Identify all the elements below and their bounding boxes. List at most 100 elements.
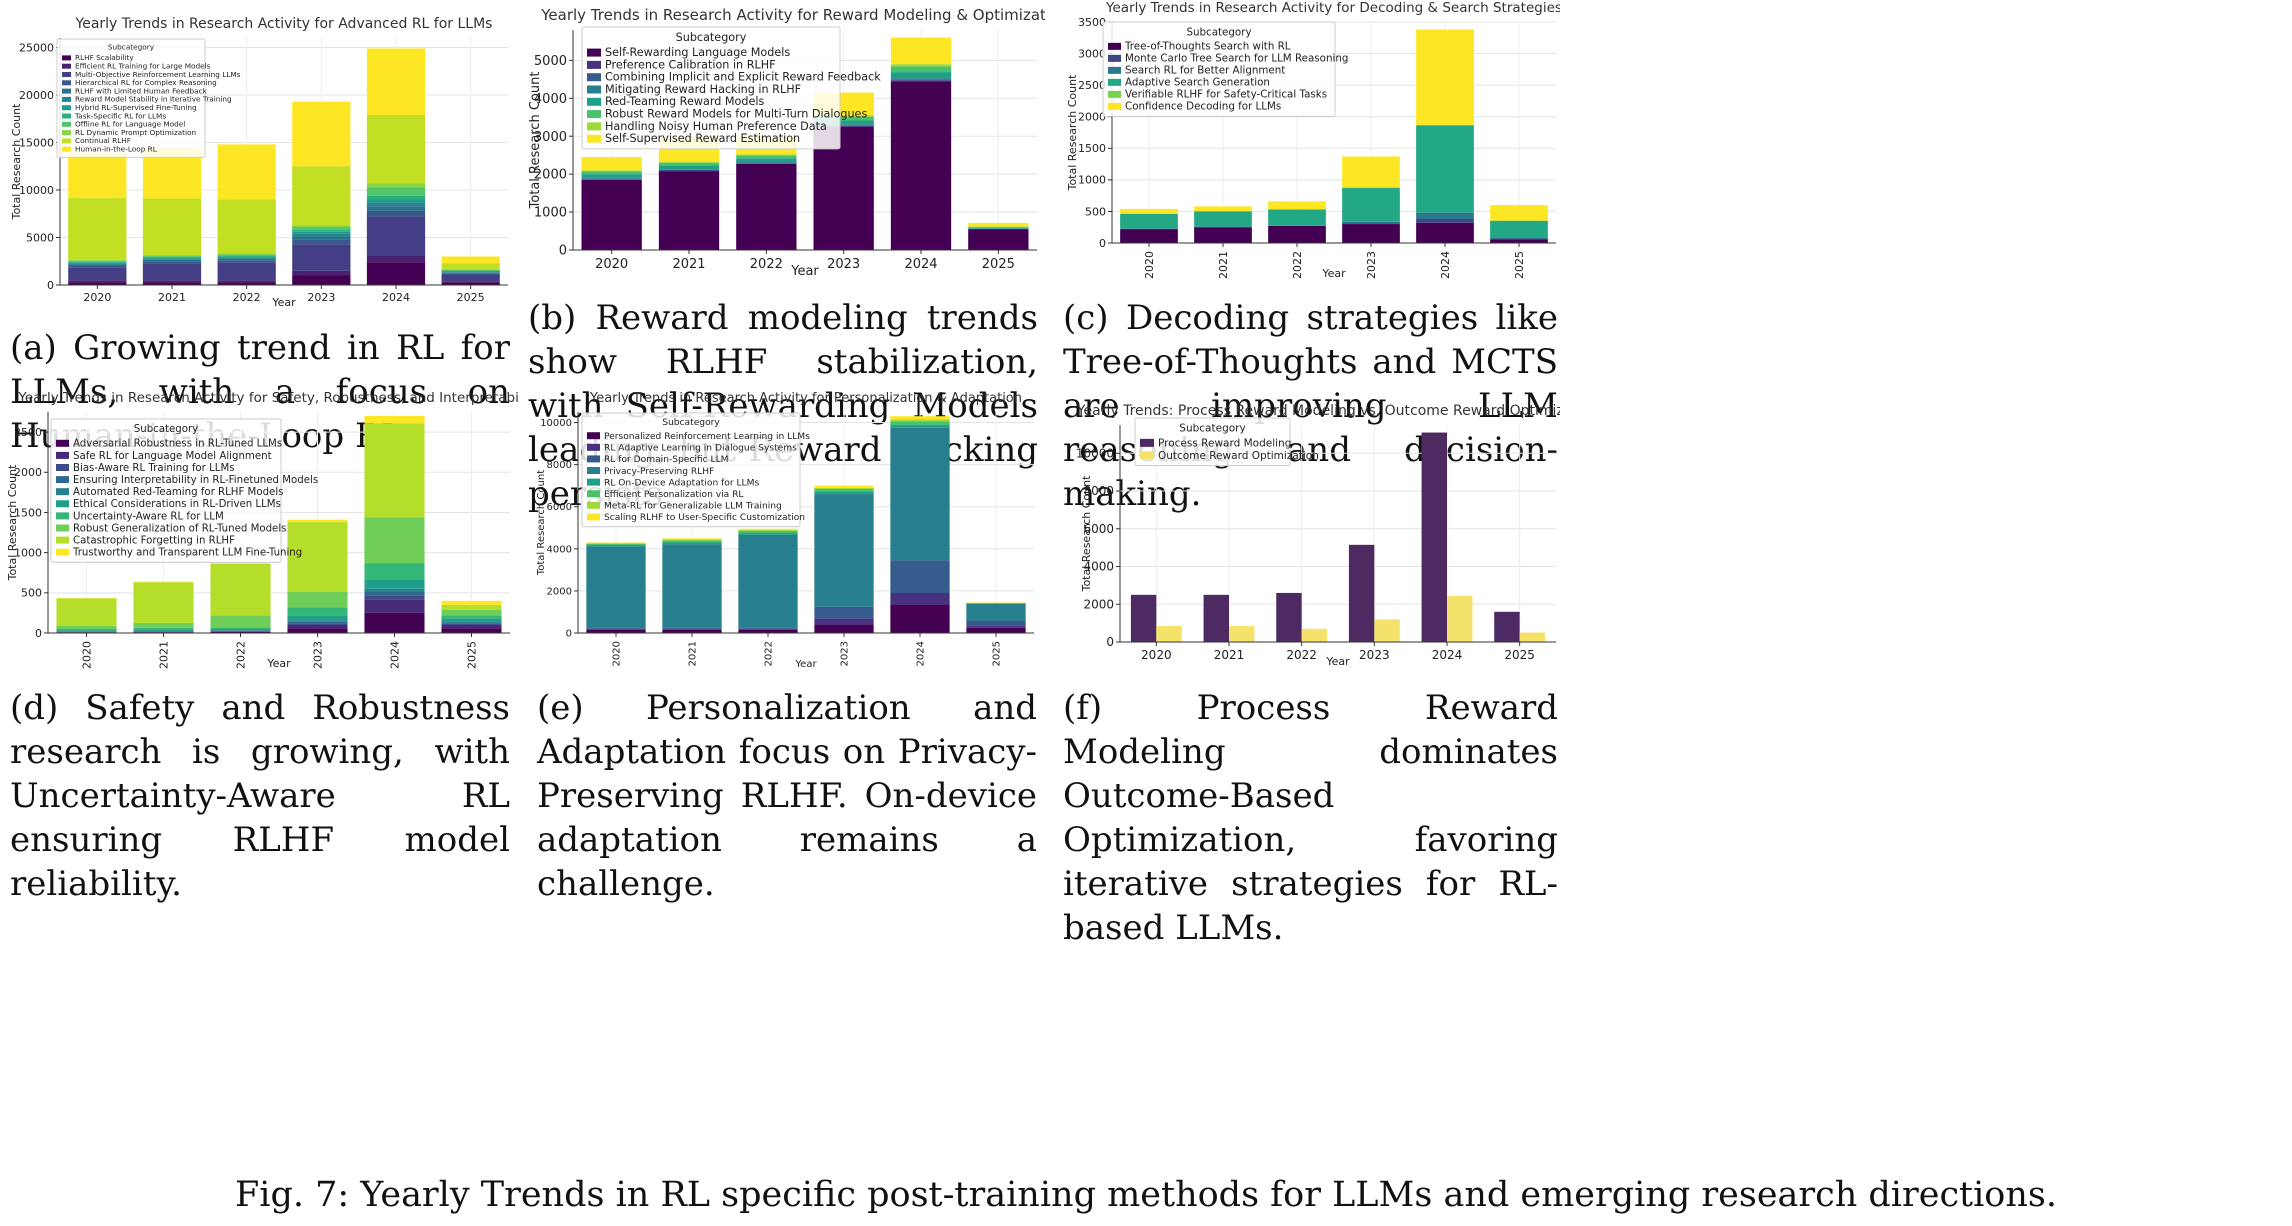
legend-swatch <box>587 443 600 451</box>
bar-segment <box>366 202 426 207</box>
bar <box>1374 619 1400 642</box>
chart-d-svg: Yearly Trends in Research Activity for S… <box>6 390 520 670</box>
bar-segment <box>662 538 722 540</box>
bar-segment <box>441 621 502 623</box>
bar-segment <box>736 163 797 164</box>
x-tick-label: 2022 <box>1291 251 1304 279</box>
bar-segment <box>217 280 276 283</box>
bar-segment <box>142 255 202 257</box>
bar-segment <box>68 266 127 268</box>
x-tick-label: 2020 <box>1143 251 1156 279</box>
legend-label: Robust Reward Models for Multi-Turn Dial… <box>605 108 867 121</box>
y-tick-label: 500 <box>1085 205 1106 218</box>
bar-segment <box>814 485 874 488</box>
bar-segment <box>813 124 874 126</box>
y-tick-label: 5000 <box>26 231 54 244</box>
bar-segment <box>658 169 720 170</box>
caption-d: (d) Safety and Robustness research is gr… <box>10 688 510 904</box>
bar-segment <box>364 563 425 580</box>
legend-label: Combining Implicit and Explicit Reward F… <box>605 71 881 84</box>
bar-segment <box>1342 188 1400 222</box>
bar-segment <box>1490 237 1548 239</box>
y-tick-label: 15000 <box>19 136 54 149</box>
bar-segment <box>813 125 874 127</box>
legend-swatch <box>62 130 71 136</box>
bar-segment <box>142 198 202 256</box>
y-tick-label: 3000 <box>534 130 567 145</box>
bar-segment <box>441 622 502 624</box>
bar-segment <box>441 268 500 270</box>
bar-segment <box>1490 238 1548 240</box>
bar-segment <box>287 623 348 625</box>
chart-b-svg: Yearly Trends in Research Activity for R… <box>528 6 1045 279</box>
legend-label: RL On-Device Adaptation for LLMs <box>604 478 759 488</box>
y-axis-label: Total Research Count <box>1066 74 1079 191</box>
legend-label: Confidence Decoding for LLMs <box>1125 101 1281 113</box>
y-tick-label: 4000 <box>547 544 572 555</box>
y-tick-label: 1500 <box>1078 142 1106 155</box>
bar-segment <box>736 154 797 156</box>
bar-segment <box>586 627 646 629</box>
x-tick-label: 2023 <box>1365 251 1378 279</box>
bar-segment <box>364 612 425 633</box>
bar-segment <box>210 627 271 629</box>
legend-label: Safe RL for Language Model Alignment <box>73 451 272 462</box>
bar-segment <box>217 199 276 254</box>
chart-panel-c: Yearly Trends in Research Activity for D… <box>1060 0 1560 290</box>
bar-segment <box>1194 206 1252 212</box>
bar-segment <box>1268 201 1326 210</box>
x-tick-label: 2021 <box>672 257 705 272</box>
legend-swatch <box>62 88 71 94</box>
legend-title: Subcategory <box>662 418 720 428</box>
legend-swatch <box>56 512 69 520</box>
bar-segment <box>1342 223 1400 225</box>
legend-swatch <box>62 96 71 102</box>
legend-label: Adaptive Search Generation <box>1125 77 1270 89</box>
x-tick-label: 2025 <box>457 291 485 304</box>
bar-segment <box>287 620 348 622</box>
bar-segment <box>1416 125 1474 213</box>
y-tick-label: 6000 <box>1083 522 1114 536</box>
legend-label: Adversarial Robustness in RL-Tuned LLMs <box>73 439 282 450</box>
bar-segment <box>366 216 426 256</box>
bar <box>1229 625 1255 642</box>
legend-swatch <box>56 476 69 484</box>
y-tick-label: 8000 <box>1083 484 1114 498</box>
bar-segment <box>287 628 348 633</box>
chart-title: Yearly Trends in Research Activity for A… <box>75 16 493 32</box>
bar-segment <box>586 543 646 546</box>
bar-segment <box>217 144 276 200</box>
bar-segment <box>581 171 642 175</box>
bar-segment <box>441 609 502 616</box>
legend-label: RL Adaptive Learning in Dialogue Systems <box>604 444 797 454</box>
legend-swatch <box>1140 438 1154 447</box>
legend-swatch <box>587 85 601 94</box>
bar-segment <box>586 542 646 544</box>
y-tick-label: 0 <box>559 244 567 259</box>
legend-swatch <box>587 122 601 131</box>
x-tick-label: 2021 <box>157 641 170 669</box>
legend-box <box>1134 417 1291 467</box>
x-tick-label: 2024 <box>916 641 927 666</box>
bar-segment <box>217 257 276 259</box>
bar <box>1519 632 1546 642</box>
bar-segment <box>287 607 348 616</box>
bar-segment <box>210 631 271 633</box>
bar-segment <box>441 274 500 282</box>
caption-e: (e) Personalization and Adaptation focus… <box>537 688 1037 904</box>
legend-label: Ensuring Interpretability in RL-Finetune… <box>73 475 318 486</box>
bar-segment <box>662 627 722 629</box>
legend-label: Mitigating Reward Hacking in RLHF <box>605 83 801 96</box>
x-tick-label: 2024 <box>388 641 401 669</box>
bar-segment <box>1342 187 1400 189</box>
legend-swatch <box>587 501 600 509</box>
y-tick-label: 0 <box>1099 237 1106 250</box>
y-tick-label: 0 <box>35 627 42 640</box>
legend-swatch <box>587 513 600 521</box>
bar-segment <box>217 253 276 255</box>
bar <box>1348 544 1375 642</box>
y-tick-label: 10000 <box>1076 447 1114 461</box>
bar-segment <box>68 280 127 283</box>
bar-segment <box>968 227 1029 228</box>
bar-segment <box>364 595 425 600</box>
